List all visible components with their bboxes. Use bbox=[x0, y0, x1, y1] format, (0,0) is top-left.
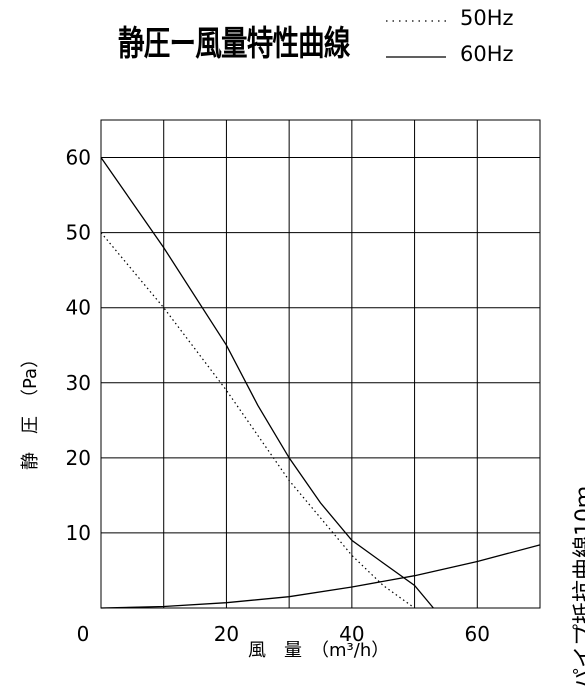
chart-title: 静圧ー風量特性曲線 bbox=[118, 24, 350, 64]
series-line-2 bbox=[100, 544, 541, 609]
legend-label-60hz: 60Hz bbox=[460, 42, 514, 66]
x-tick-label: 20 bbox=[214, 622, 239, 646]
pipe-resistance-label: パイプ抵抗曲線10ｍ bbox=[572, 486, 585, 690]
x-tick-label: 0 bbox=[77, 622, 90, 646]
series-lines bbox=[100, 157, 541, 609]
tick-labels: 10 20 30 40 50 60 0 20 40 60 bbox=[66, 146, 490, 646]
plot-frame bbox=[100, 119, 541, 609]
legend bbox=[386, 20, 446, 58]
x-tick-label: 60 bbox=[465, 622, 490, 646]
y-tick-label: 30 bbox=[66, 371, 91, 395]
y-tick-label: 10 bbox=[66, 521, 91, 545]
y-tick-label: 40 bbox=[66, 296, 91, 320]
y-tick-label: 50 bbox=[66, 221, 91, 245]
y-axis-title: 静 圧 （Pa） bbox=[20, 349, 41, 470]
series-line-1 bbox=[100, 157, 434, 609]
x-axis-title: 風 量 （m³/h） bbox=[248, 640, 390, 661]
grid-lines bbox=[100, 119, 541, 609]
y-tick-label: 20 bbox=[66, 446, 91, 470]
legend-label-50hz: 50Hz bbox=[460, 6, 514, 30]
x-tick-label: 40 bbox=[339, 622, 364, 646]
y-tick-label: 60 bbox=[66, 146, 91, 170]
series-line-0 bbox=[100, 232, 415, 609]
